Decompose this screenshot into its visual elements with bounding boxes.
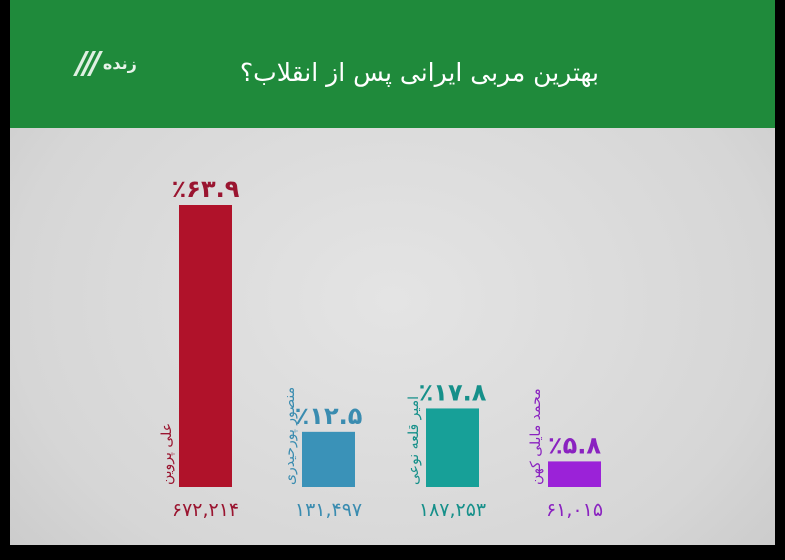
value-label: ٪۶۳.۹ [172,175,240,203]
chart-title: بهترین مربی ایرانی پس از انقلاب؟ [239,58,599,87]
bar [548,461,601,487]
bar [302,431,355,487]
vote-count-label: ۱۳۱,۴۹۷ [295,499,362,521]
value-label: ٪۵.۸ [548,431,601,459]
logo-text: زنده [102,54,137,73]
bar [426,408,479,487]
value-label: ٪۱۷.۸ [419,378,487,406]
bar-chart: ٪۶۳.۹ ۶۷۲,۲۱۴ علی پروین ٪۱۲.۵ ۱۳۱,۴۹۷ منصور پ… [159,175,603,521]
category-label: علی پروین [159,423,175,485]
vote-count-label: ۶۱,۰۱۵ [546,499,603,521]
channel-logo: /// زنده [76,46,137,81]
category-label: امیر قلعه نوعی [406,396,422,485]
category-label: محمد مایلی کهن [528,388,544,485]
vote-count-label: ۶۷۲,۲۱۴ [172,499,239,521]
bar [179,205,232,487]
broadcast-frame: /// زنده بهترین مربی ایرانی پس از انقلاب… [10,0,775,545]
logo-stripes-icon: /// [76,46,101,81]
vote-count-label: ۱۸۷,۲۵۳ [419,499,486,521]
value-label: ٪۱۲.۵ [295,402,363,430]
header-banner: /// زنده بهترین مربی ایرانی پس از انقلاب… [10,0,775,128]
category-label: منصور پورحیدری [282,387,298,485]
